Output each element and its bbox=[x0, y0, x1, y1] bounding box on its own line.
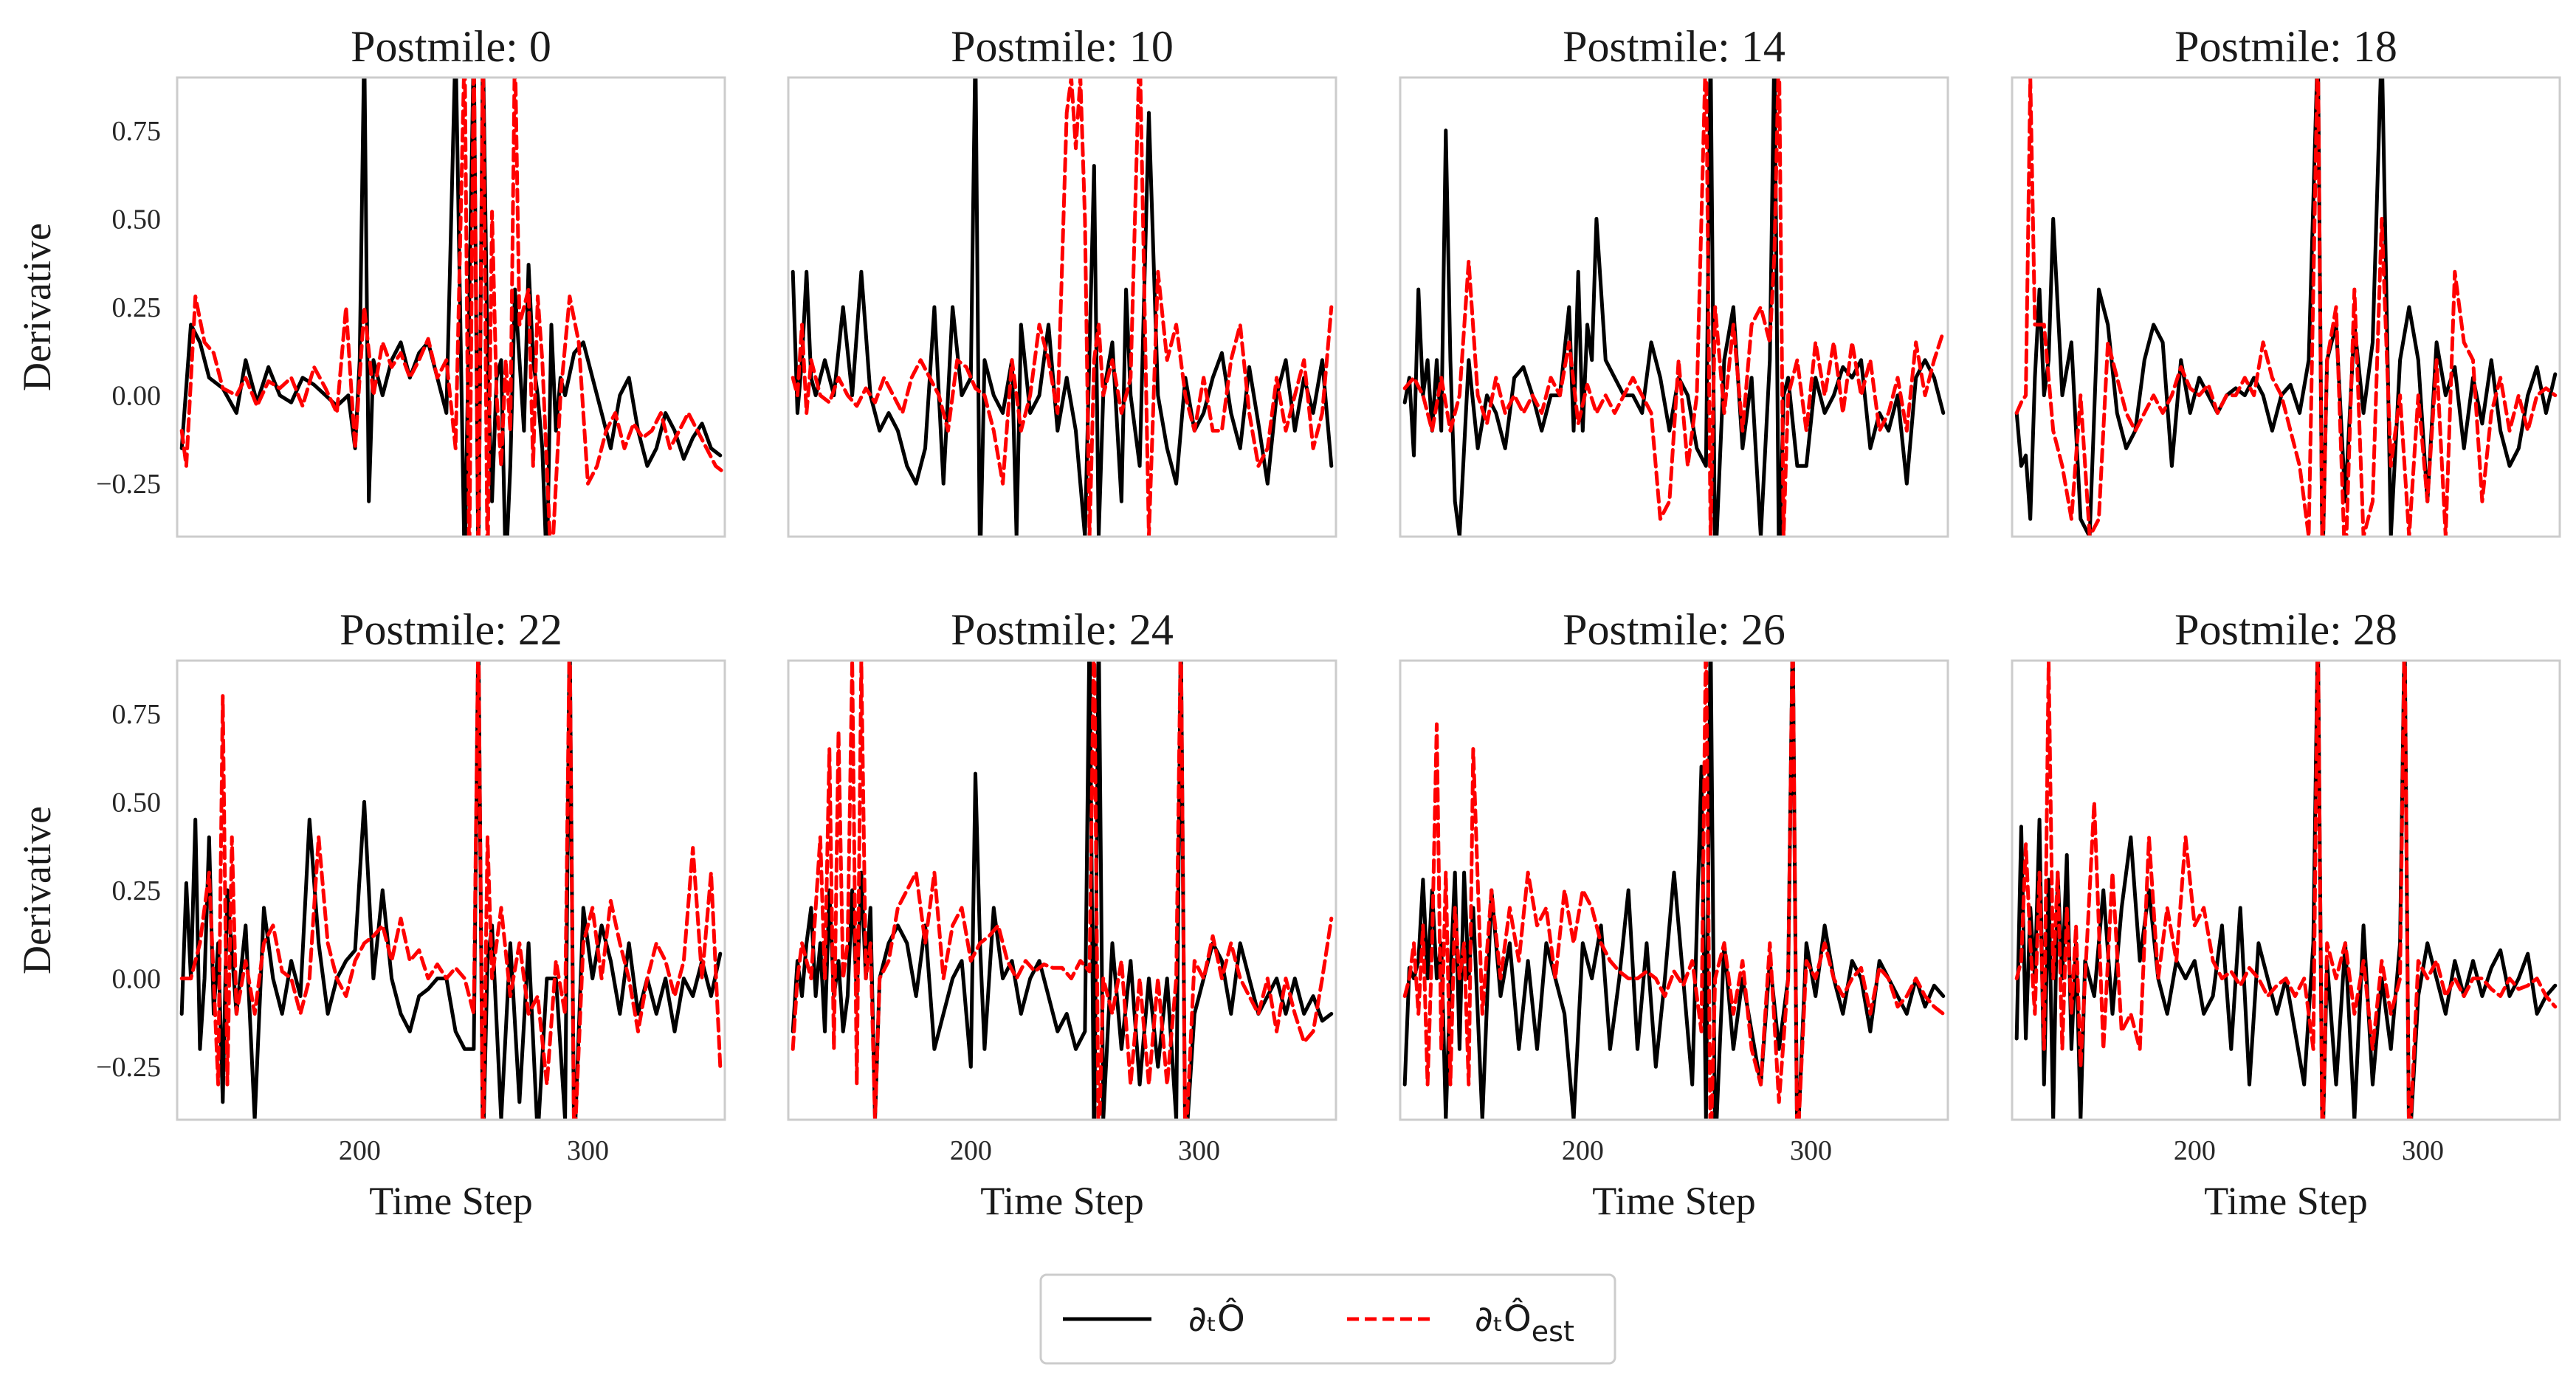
subplot-title: Postmile: 18 bbox=[2174, 22, 2397, 71]
series-group bbox=[1402, 78, 1946, 537]
x-tick-label: 200 bbox=[339, 1135, 381, 1166]
series-group bbox=[2014, 661, 2558, 1120]
y-tick-label: 0.75 bbox=[112, 699, 162, 730]
series-line-true bbox=[2014, 661, 2558, 1120]
x-tick-label: 200 bbox=[1562, 1135, 1604, 1166]
series-group bbox=[791, 78, 1334, 537]
subplot: Postmile: 28 200 300 Time Step bbox=[2011, 605, 2561, 1223]
y-tick-label: 0.25 bbox=[112, 875, 162, 906]
y-tick-label: 0.50 bbox=[112, 787, 162, 818]
series-line-est bbox=[179, 78, 725, 537]
series-group bbox=[2014, 78, 2558, 537]
x-tick-label: 200 bbox=[950, 1135, 992, 1166]
subplot-title: Postmile: 26 bbox=[1563, 605, 1785, 654]
legend: ∂ₜÔ ∂ₜÔest bbox=[1039, 1273, 1616, 1365]
subplot-title: Postmile: 22 bbox=[340, 605, 562, 654]
x-axis-label: Time Step bbox=[2204, 1179, 2368, 1223]
series-group bbox=[179, 661, 723, 1120]
x-tick-label: 300 bbox=[1790, 1135, 1832, 1166]
subplot: Postmile: 14 bbox=[1399, 22, 1949, 538]
x-axis-label: Time Step bbox=[980, 1179, 1144, 1223]
plot-frame bbox=[787, 659, 1337, 1121]
legend-label: ∂ₜÔ bbox=[1188, 1298, 1245, 1340]
series-line-true bbox=[791, 661, 1334, 1120]
subplot: Postmile: 24 200 300 Time Step bbox=[787, 605, 1337, 1223]
series-line-true bbox=[179, 661, 723, 1120]
subplot: Postmile: 26 200 300 Time Step bbox=[1399, 605, 1949, 1223]
y-tick-label: −0.25 bbox=[96, 1052, 161, 1083]
series-line-est bbox=[2014, 661, 2558, 1120]
subplot-grid: Postmile: 0 −0.25 0.00 0.25 0.50 0.75 Derivati… bbox=[15, 22, 2561, 1223]
subplot-title: Postmile: 28 bbox=[2174, 605, 2397, 654]
y-tick-label: −0.25 bbox=[96, 469, 161, 500]
plot-frame bbox=[2011, 76, 2561, 538]
plot-frame bbox=[176, 76, 726, 538]
series-group bbox=[791, 661, 1334, 1120]
subplot-title: Postmile: 0 bbox=[351, 22, 551, 71]
series-line-true bbox=[791, 78, 1334, 537]
plot-frame bbox=[1399, 76, 1949, 538]
y-axis-label: Derivative bbox=[15, 806, 59, 974]
series-line-est bbox=[791, 78, 1334, 537]
series-line-est bbox=[2014, 78, 2558, 537]
x-tick-label: 300 bbox=[2402, 1135, 2444, 1166]
subplot-title: Postmile: 10 bbox=[951, 22, 1174, 71]
series-line-true bbox=[179, 78, 723, 537]
y-tick-label: 0.00 bbox=[112, 964, 162, 995]
series-line-est bbox=[1402, 661, 1946, 1120]
x-axis-label: Time Step bbox=[1592, 1179, 1756, 1223]
y-tick-label: 0.75 bbox=[112, 116, 162, 147]
x-tick-label: 300 bbox=[1178, 1135, 1220, 1166]
series-line-est bbox=[179, 661, 723, 1120]
series-group bbox=[1402, 661, 1946, 1120]
subplot: Postmile: 22 −0.25 0.00 0.25 0.50 0.75 Derivat… bbox=[15, 605, 726, 1223]
x-tick-label: 300 bbox=[567, 1135, 609, 1166]
series-line-true bbox=[1402, 661, 1946, 1120]
subplot-title: Postmile: 24 bbox=[951, 605, 1174, 654]
x-tick-label: 200 bbox=[2174, 1135, 2216, 1166]
subplot-title: Postmile: 14 bbox=[1563, 22, 1785, 71]
series-line-est bbox=[1402, 78, 1946, 537]
x-axis-label: Time Step bbox=[369, 1179, 533, 1223]
plot-frame bbox=[787, 76, 1337, 538]
series-line-est bbox=[791, 661, 1334, 1120]
y-tick-label: 0.50 bbox=[112, 204, 162, 235]
legend-label: ∂ₜÔest bbox=[1475, 1298, 1574, 1348]
plot-frame bbox=[2011, 659, 2561, 1121]
series-group bbox=[179, 78, 725, 537]
plot-frame bbox=[1399, 659, 1949, 1121]
y-tick-label: 0.00 bbox=[112, 381, 162, 412]
subplot: Postmile: 10 bbox=[787, 22, 1337, 538]
plot-frame bbox=[176, 659, 726, 1121]
subplot: Postmile: 18 bbox=[2011, 22, 2561, 538]
series-line-true bbox=[1402, 78, 1946, 537]
legend-box bbox=[1039, 1273, 1616, 1365]
y-tick-label: 0.25 bbox=[112, 292, 162, 323]
subplot: Postmile: 0 −0.25 0.00 0.25 0.50 0.75 Derivati… bbox=[15, 22, 726, 538]
y-axis-label: Derivative bbox=[15, 223, 59, 391]
series-line-true bbox=[2014, 78, 2558, 537]
